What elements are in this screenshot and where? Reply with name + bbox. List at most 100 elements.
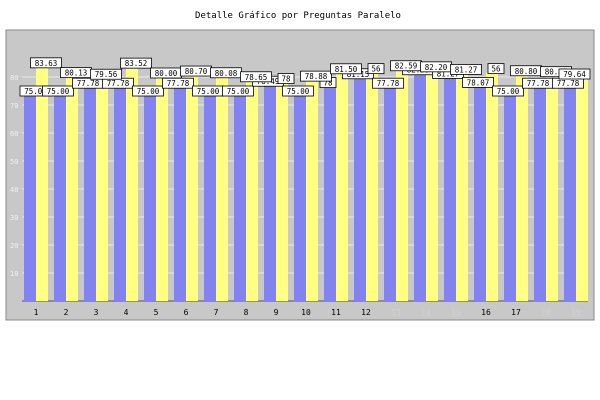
bar-series-2-cat-18 (546, 75, 558, 302)
bar-series-2-cat-1 (36, 66, 48, 301)
bars (24, 66, 588, 302)
data-label-text: 79.64 (563, 70, 586, 79)
data-label-text: 75.00 (497, 87, 520, 96)
data-label-box (42, 85, 74, 97)
bar-series-1-cat-1 (24, 91, 36, 301)
bar-series-1-cat-8 (234, 91, 246, 301)
data-label-text: 78 (281, 75, 291, 84)
data-label-text: 78.88 (305, 72, 328, 81)
data-label: 81.50 (330, 63, 362, 75)
data-label-text: 81.15 (347, 70, 370, 79)
bar-series-2-cat-12 (366, 72, 378, 302)
x-tick-label: 17 (511, 308, 521, 317)
data-label-text: 80.13 (65, 69, 88, 78)
data-label: 78.88 (300, 70, 332, 82)
bar-series-2-cat-7 (216, 76, 228, 301)
bar-series-2-cat-4 (126, 67, 138, 301)
bar-series-2-cat-11 (336, 72, 348, 301)
data-label-text: 77.78 (77, 79, 100, 88)
y-tick-label: 50 (10, 158, 18, 166)
data-label-box (240, 71, 272, 83)
data-label-text: 81.27 (455, 65, 478, 74)
x-tick-label: 7 (214, 308, 219, 317)
data-label-text: 75.00 (47, 87, 70, 96)
bar-series-1-cat-3 (84, 83, 96, 301)
data-label-text: 81.27 (437, 69, 460, 78)
data-label-text: 78 (323, 79, 333, 88)
data-label: 78 (277, 73, 295, 84)
data-label: 77.78 (102, 77, 134, 89)
bar-series-1-cat-15 (444, 73, 456, 301)
data-label-text: 80.70 (185, 67, 208, 76)
x-tick-label: 2 (64, 308, 69, 317)
bar-series-1-cat-5 (144, 91, 156, 301)
data-label-text: 77.78 (107, 79, 130, 88)
data-label: 82.59 (390, 60, 422, 72)
data-label: 81.27 (450, 64, 482, 75)
data-label-box (372, 77, 404, 89)
data-label-text: 82.20 (425, 63, 448, 72)
data-label: 78.65 (240, 71, 272, 83)
y-tick-label: 40 (10, 186, 18, 194)
data-label: 75.00 (132, 85, 164, 97)
bar-series-1-cat-17 (504, 91, 516, 301)
data-label: 78.07 (462, 77, 494, 88)
bar-series-2-cat-9 (276, 82, 288, 301)
x-tick-label: 12 (361, 308, 371, 317)
data-label: 79.56 (90, 68, 122, 80)
data-label: 80.70 (180, 65, 212, 77)
bar-series-1-cat-12 (354, 73, 366, 301)
bar-series-1-cat-16 (474, 82, 486, 302)
x-tick-label: 10 (301, 308, 311, 317)
x-tick-label: 3 (94, 308, 99, 317)
y-tick-label: 30 (10, 214, 18, 222)
data-label-text: 77.78 (527, 79, 550, 88)
data-label-box (90, 68, 122, 80)
data-label: 56 (487, 63, 505, 75)
data-label: 75.00 (42, 85, 74, 97)
bar-series-1-cat-18 (534, 83, 546, 301)
data-label: 77.78 (72, 77, 104, 89)
data-label-box (450, 64, 482, 75)
bar-series-1-cat-7 (204, 91, 216, 301)
data-label-text: 81.50 (335, 65, 358, 74)
bar-series-2-cat-15 (456, 73, 468, 301)
bar-series-2-cat-6 (186, 75, 198, 301)
data-label: 79.64 (558, 68, 591, 80)
x-tick-label: 19 (571, 308, 581, 317)
x-axis-ticks: 1 2 3 4 5 6 7 8 9 10 11 12 13 14 15 16 17 18 19 (34, 308, 581, 317)
y-tick-label: 60 (10, 130, 18, 138)
data-label: 77.78 (552, 77, 584, 89)
data-label-text: 83.63 (35, 59, 58, 68)
data-label: 80.80 (510, 65, 542, 77)
data-label: 80.08 (210, 67, 242, 79)
bar-series-1-cat-2 (54, 91, 66, 301)
bar-series-1-cat-4 (114, 83, 126, 301)
data-label: 77.78 (162, 77, 194, 89)
data-label: 56 (367, 63, 385, 75)
y-tick-label: 80 (10, 74, 18, 82)
x-tick-label: 11 (331, 308, 341, 317)
x-tick-label: 6 (184, 308, 189, 317)
data-label-text: 75.00 (197, 87, 220, 96)
data-label: 75.00 (222, 85, 254, 97)
data-label-text: 75.00 (24, 87, 47, 96)
bar-series-2-cat-16 (486, 72, 498, 302)
data-label-box (277, 73, 295, 84)
bar-series-1-cat-11 (324, 82, 336, 301)
x-tick-label: 9 (274, 308, 279, 317)
bar-series-1-cat-19 (564, 83, 576, 301)
data-label-box (492, 85, 524, 97)
bar-series-1-cat-6 (174, 83, 186, 301)
data-label: 80.13 (60, 67, 92, 79)
data-label-text: 75.00 (227, 87, 250, 96)
x-tick-label: 4 (124, 308, 129, 317)
data-label-box (300, 70, 332, 82)
data-label-box (222, 85, 254, 97)
data-label: 83.63 (30, 57, 62, 69)
x-tick-label: 16 (481, 308, 491, 317)
bar-series-2-cat-13 (396, 69, 408, 301)
data-label-text: 56 (371, 65, 381, 74)
x-tick-label: 8 (244, 308, 249, 317)
